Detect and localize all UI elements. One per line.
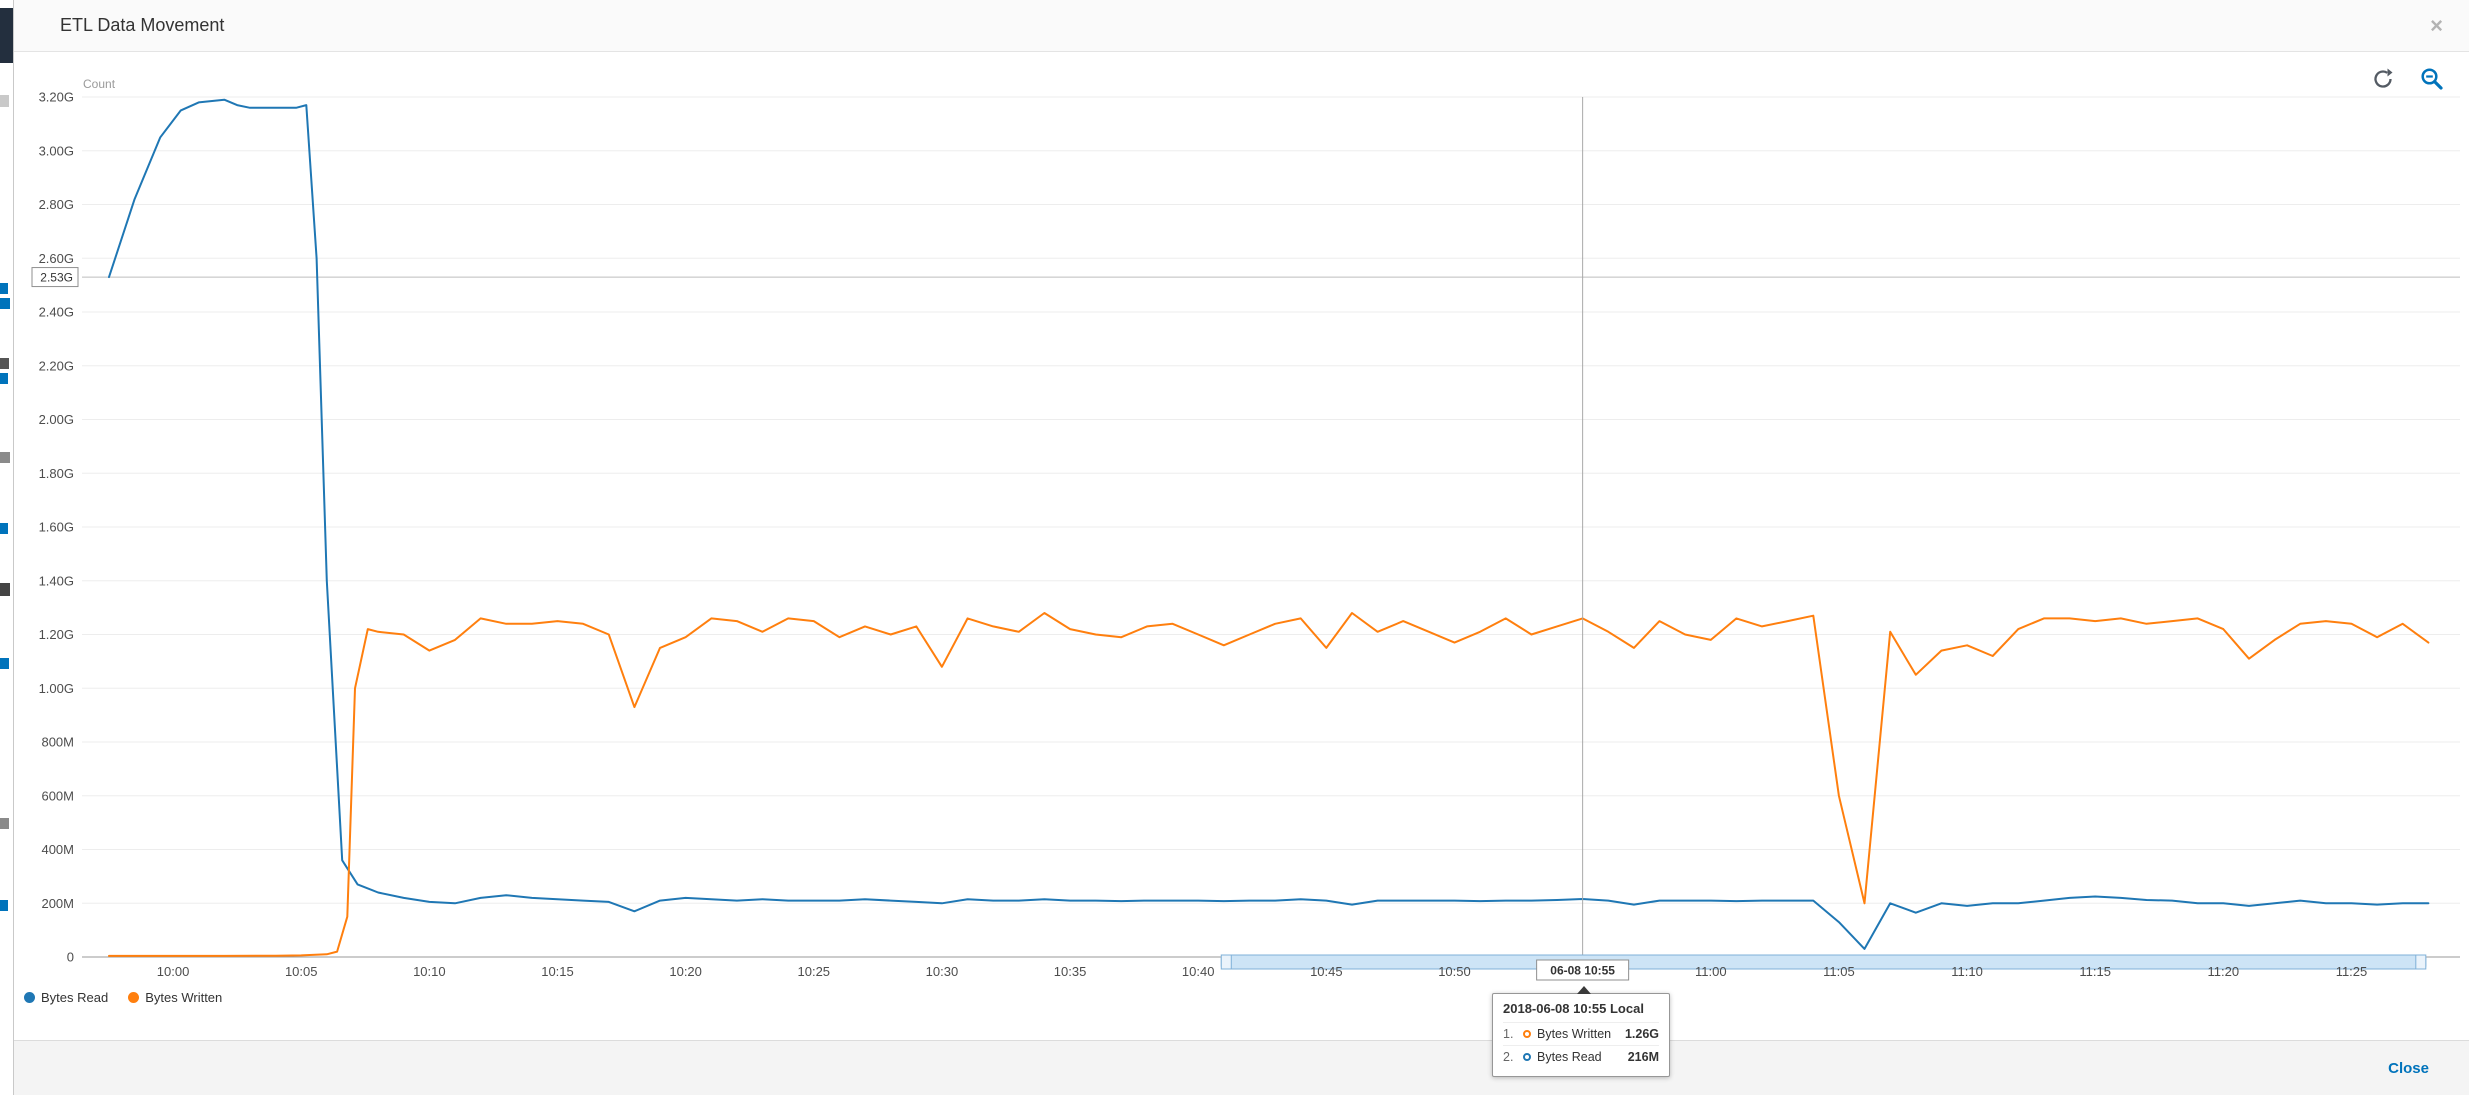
modal-header: ETL Data Movement × (14, 0, 2469, 52)
chart-tooltip: 2018-06-08 10:55 Local 1. Bytes Written … (1492, 986, 1670, 1077)
background-link-fragment (0, 283, 8, 294)
y-tick-label: 2.00G (39, 412, 74, 427)
x-tick-label: 10:10 (413, 964, 446, 979)
series-line-bytes-read (108, 98, 2430, 950)
bytes-read-dot-icon (24, 992, 35, 1003)
y-tick-label: 2.20G (39, 358, 74, 373)
annotation-label: 2.53G (40, 271, 73, 285)
chart-panel: 0 200M 400M 600M 800M 1.00G 1.20G 1.40G 1.60G 1.8… (14, 52, 2469, 1077)
legend-label: Bytes Read (41, 990, 109, 1005)
legend-item-bytes-written[interactable]: Bytes Written (128, 990, 222, 1005)
tooltip-row-bytes-read: 2. Bytes Read 216M (1503, 1045, 1659, 1068)
background-text-fragment (0, 452, 10, 463)
legend-item-bytes-read[interactable]: Bytes Read (24, 990, 108, 1005)
chart-toolbar (2371, 66, 2445, 92)
tooltip-row-index: 1. (1503, 1027, 1514, 1041)
y-tick-label: 3.20G (39, 90, 74, 105)
y-tick-label: 2.40G (39, 305, 74, 320)
x-tick-label: 10:20 (669, 964, 702, 979)
series-line-bytes-written (108, 612, 2430, 957)
x-tick-label: 11:00 (1695, 964, 1727, 979)
x-tick-label: 10:35 (1054, 964, 1087, 979)
y-tick-label: 1.20G (39, 627, 74, 642)
annotation-label-box (31, 267, 79, 288)
y-tick-label: 1.60G (39, 520, 74, 535)
close-icon[interactable]: × (2430, 12, 2443, 38)
modal-title: ETL Data Movement (60, 15, 225, 35)
y-tick-label: 1.40G (39, 573, 74, 588)
background-text-fragment (0, 818, 9, 829)
x-tick-label: 10:15 (541, 964, 574, 979)
tooltip-row-bytes-written: 1. Bytes Written 1.26G (1503, 1022, 1659, 1045)
scrollbar-handle-right[interactable] (2415, 954, 2427, 970)
scrollbar-handle-left[interactable] (1220, 954, 1232, 970)
background-link-fragment (0, 373, 8, 384)
chart-legend: Bytes Read Bytes Written (24, 990, 222, 1005)
y-tick-label: 400M (41, 842, 74, 857)
x-tick-label: 11:25 (2336, 964, 2368, 979)
tooltip-timestamp: 2018-06-08 10:55 Local (1503, 1001, 1644, 1016)
y-tick-label: 1.80G (39, 466, 74, 481)
x-tick-label: 10:00 (157, 964, 190, 979)
zoom-out-icon[interactable] (2419, 66, 2445, 92)
bytes-written-marker-icon (1523, 1030, 1531, 1038)
x-tick-label: 11:15 (2079, 964, 2111, 979)
crosshair-axis-label: 06-08 10:55 (1550, 964, 1615, 978)
crosshair-axis-label-box (1536, 959, 1630, 981)
x-tick-label: 10:45 (1310, 964, 1343, 979)
x-tick-label: 10:05 (285, 964, 318, 979)
y-tick-label: 200M (41, 896, 74, 911)
etl-line-chart[interactable]: 0 200M 400M 600M 800M 1.00G 1.20G 1.40G 1.60G 1.8… (14, 52, 2469, 1040)
x-tick-label: 11:10 (1951, 964, 1983, 979)
background-link-fragment (0, 523, 8, 534)
y-tick-label: 2.60G (39, 251, 74, 266)
legend-label: Bytes Written (145, 990, 223, 1005)
x-tick-label: 10:25 (798, 964, 831, 979)
background-link-fragment (0, 900, 8, 911)
x-tick-label: 11:20 (2208, 964, 2240, 979)
y-tick-label: 3.00G (39, 143, 74, 158)
background-text-fragment (0, 358, 9, 369)
y-tick-label: 2.80G (39, 197, 74, 212)
background-text-fragment (0, 95, 9, 107)
y-tick-label: 1.00G (39, 681, 74, 696)
close-button[interactable]: Close (2388, 1059, 2429, 1077)
background-navbar-fragment (0, 8, 13, 63)
tooltip-series-label: Bytes Written (1537, 1027, 1612, 1041)
y-tick-label: 800M (41, 735, 74, 750)
background-link-fragment (0, 298, 10, 309)
tooltip-series-value: 1.26G (1624, 1027, 1659, 1041)
tooltip-row-index: 2. (1503, 1050, 1514, 1064)
etl-data-movement-modal: ETL Data Movement × 0 200M 400M 600M 800M 1.0… (13, 0, 2469, 1095)
x-tick-label: 10:30 (926, 964, 959, 979)
bytes-written-dot-icon (128, 992, 140, 1003)
x-tick-label: 10:40 (1182, 964, 1215, 979)
refresh-icon[interactable] (2371, 67, 2395, 91)
modal-footer: Close (14, 1040, 2469, 1095)
background-text-fragment (0, 583, 10, 596)
background-link-fragment (0, 658, 9, 669)
y-tick-label: 600M (41, 788, 74, 803)
x-tick-label: 10:50 (1438, 964, 1471, 979)
y-axis-title: Count (83, 77, 116, 91)
background-page-sliver (0, 0, 13, 1095)
y-tick-label: 0 (67, 950, 74, 965)
bytes-read-marker-icon (1523, 1053, 1531, 1061)
x-tick-label: 11:05 (1823, 964, 1855, 979)
tooltip-series-value: 216M (1627, 1050, 1659, 1064)
tooltip-series-label: Bytes Read (1537, 1050, 1602, 1064)
